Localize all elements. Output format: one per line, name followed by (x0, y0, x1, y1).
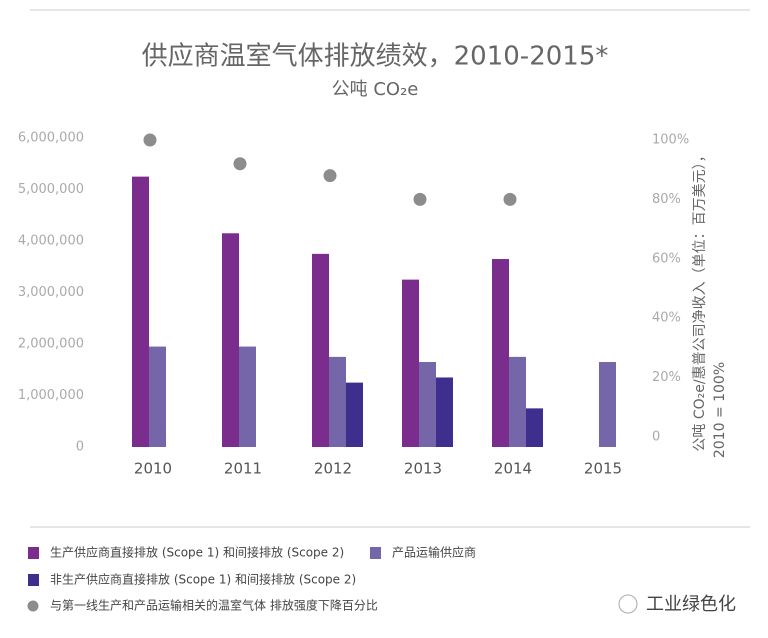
y-tick-label: 2,000,000 (18, 337, 84, 352)
y2-tick-label: 20% (652, 370, 681, 385)
bar (222, 233, 239, 447)
bar (599, 362, 616, 447)
y-tick-label: 5,000,000 (18, 182, 84, 197)
y2-tick-label: 60% (652, 251, 681, 266)
x-tick-label: 2014 (494, 460, 532, 478)
bar (492, 259, 509, 447)
legend-label: 与第一线生产和产品运输相关的温室气体 排放强度下降百分比 (50, 598, 378, 613)
legend-swatch (27, 600, 39, 612)
chart-subtitle: 公吨 CO₂e (332, 79, 419, 100)
y-tick-label: 4,000,000 (18, 234, 84, 249)
bar (509, 356, 526, 447)
x-tick-label: 2015 (584, 460, 622, 478)
y-tick-label: 0 (76, 440, 84, 455)
intensity-dot (233, 157, 247, 171)
bar (312, 253, 329, 447)
watermark: 工业绿色化 (646, 594, 736, 615)
y2-tick-label: 80% (652, 192, 681, 207)
x-tick-label: 2011 (224, 460, 262, 478)
y-tick-label: 1,000,000 (18, 388, 84, 403)
intensity-dot (413, 192, 427, 206)
bar (346, 382, 363, 447)
legend-label: 产品运输供应商 (392, 545, 476, 560)
bar (329, 356, 346, 447)
y2-tick-label: 0 (652, 430, 660, 445)
watermark-icon (618, 594, 638, 614)
y2-tick-label: 40% (652, 311, 681, 326)
bar (402, 279, 419, 447)
bar (419, 362, 436, 447)
x-tick-label: 2010 (134, 460, 172, 478)
bar (526, 408, 543, 447)
legend-swatch (370, 547, 381, 559)
y2-tick-label: 100% (652, 133, 689, 148)
legend-label: 非生产供应商直接排放 (Scope 1) 和间接排放 (Scope 2) (50, 572, 356, 587)
legend-swatch (28, 547, 39, 559)
bar (132, 176, 149, 447)
bar (149, 346, 166, 447)
legend-swatch (28, 574, 39, 586)
intensity-dot (143, 133, 157, 147)
legend-label: 生产供应商直接排放 (Scope 1) 和间接排放 (Scope 2) (50, 545, 344, 560)
x-tick-label: 2012 (314, 460, 352, 478)
y2-axis-label: 2010 = 100% (712, 362, 728, 458)
intensity-dot (323, 169, 337, 183)
bar (239, 346, 256, 447)
x-tick-label: 2013 (404, 460, 442, 478)
y2-axis-label: 公吨 CO₂e/惠普公司净收入（单位：百万美元）， (692, 148, 708, 451)
y-tick-label: 3,000,000 (18, 285, 84, 300)
chart-title: 供应商温室气体排放绩效，2010-2015* (142, 42, 609, 72)
bar (436, 377, 453, 447)
intensity-dot (503, 192, 517, 206)
y-tick-label: 6,000,000 (18, 131, 84, 146)
